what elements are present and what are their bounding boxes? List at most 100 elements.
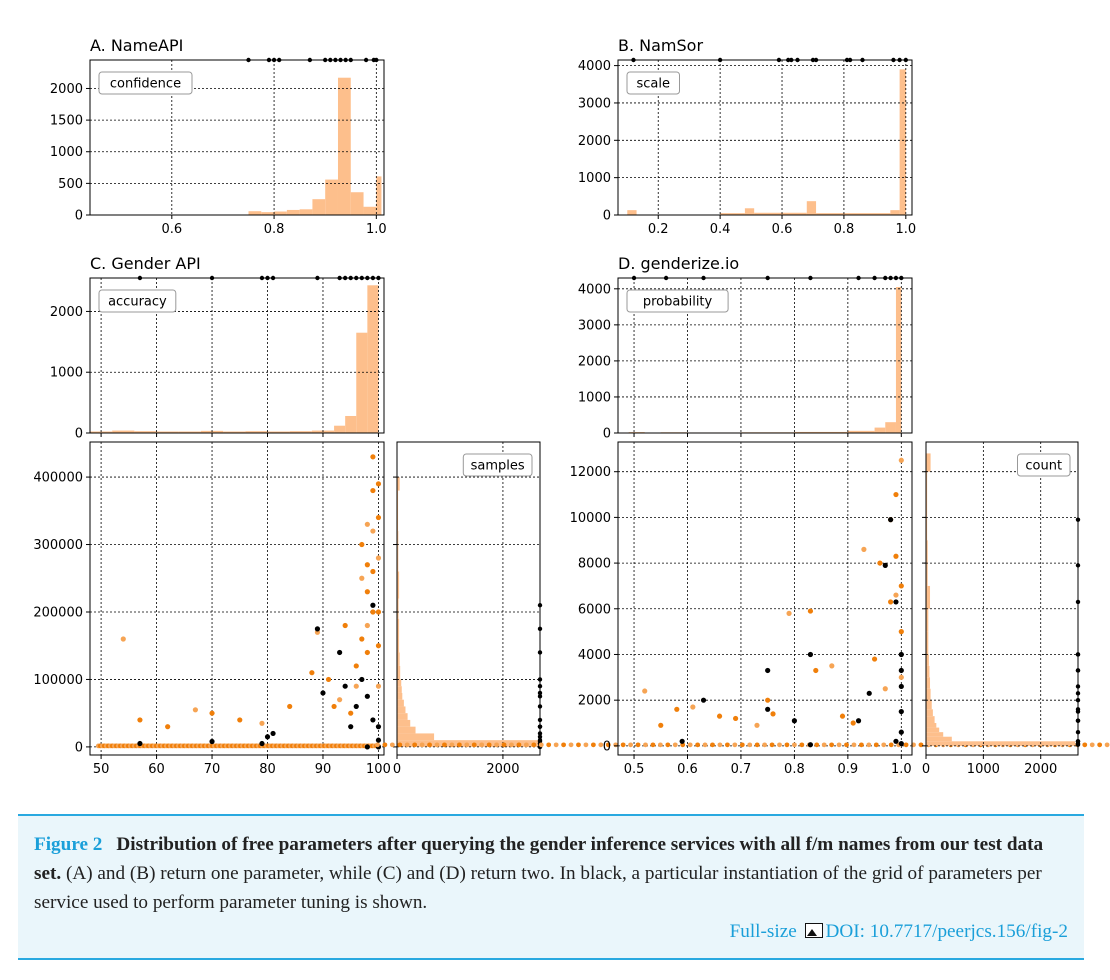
hist-bar: [885, 422, 896, 433]
doi-link[interactable]: DOI: 10.7717/peerjcs.156/fig-2: [825, 921, 1068, 942]
hist-bar: [397, 531, 399, 572]
hist-bar: [334, 425, 346, 433]
y-tick-label: 2000: [578, 354, 611, 369]
hist-bar: [744, 208, 755, 215]
scatter-point: [893, 491, 899, 498]
scatter-point: [888, 599, 894, 605]
scatter-point: [786, 610, 792, 616]
hist-bar: [376, 176, 382, 215]
y-tick-label: 0: [75, 740, 83, 755]
y-tick-label: 10000: [570, 511, 611, 526]
scatter-point: [807, 608, 814, 614]
grid-point: [789, 57, 794, 63]
legend-label: scale: [637, 77, 671, 92]
x-tick-label: 0.6: [772, 222, 793, 237]
hist-bar: [289, 431, 312, 433]
hist-bar: [397, 490, 399, 532]
scatter-point: [464, 742, 470, 748]
scatter-point: [397, 742, 403, 748]
grid-point: [888, 517, 894, 523]
scatter-point: [739, 742, 745, 748]
y-tick-label: 0: [603, 739, 611, 754]
hist-bar: [926, 608, 929, 632]
grid-point: [337, 649, 343, 656]
axes-frame: [89, 59, 385, 216]
grid-point: [364, 744, 370, 750]
hist-bar: [926, 709, 933, 717]
grid-point: [337, 275, 342, 281]
scatter-point: [861, 546, 867, 552]
grid-point: [891, 57, 896, 63]
grid-point: [717, 57, 723, 63]
hist-bar: [363, 206, 377, 215]
scatter-point: [375, 555, 382, 561]
grid-point: [898, 683, 904, 690]
grid-point: [765, 706, 771, 712]
hist-bar: [926, 665, 930, 678]
hist-bar: [926, 471, 928, 495]
grid-point: [370, 717, 376, 723]
grid-point: [631, 275, 637, 281]
scatter-point: [882, 686, 888, 692]
grid-point: [537, 694, 543, 699]
scatter-point: [531, 742, 537, 748]
scatter-point: [893, 592, 899, 598]
full-size-link[interactable]: Full-size: [729, 921, 797, 942]
hist-bar: [397, 686, 402, 693]
scatter-point: [375, 683, 382, 689]
grid-point: [354, 275, 359, 281]
grid-point: [359, 676, 365, 683]
y-tick-label: 300000: [33, 538, 83, 553]
legend-box: [1017, 453, 1071, 477]
axes-frame: [617, 441, 913, 756]
y-tick-label: 0: [75, 427, 83, 442]
scatter-point: [903, 742, 909, 748]
legend-box: [98, 289, 177, 313]
x-tick-label: 1.0: [895, 222, 916, 237]
grid-point: [266, 57, 272, 63]
grid-point: [1075, 599, 1081, 605]
hist-bar: [397, 477, 400, 491]
grid-point: [342, 275, 348, 281]
scatter-point: [792, 742, 797, 748]
scatter-point: [370, 568, 376, 575]
scatter-point: [137, 717, 143, 723]
axes-frame: [617, 59, 913, 216]
axes-frame: [925, 441, 1079, 756]
grid-point: [883, 275, 888, 281]
legend-label: confidence: [110, 77, 181, 92]
hist-bar: [926, 631, 929, 655]
scatter-point: [494, 742, 499, 748]
scatter-point: [770, 711, 776, 717]
hist-bar: [261, 212, 275, 215]
hist-bar: [245, 431, 268, 433]
scatter-point: [359, 636, 365, 642]
scatter-point: [716, 713, 723, 719]
scatter-point: [813, 667, 819, 674]
legend-box: [98, 71, 193, 95]
grid-point: [537, 737, 543, 743]
grid-point: [765, 667, 771, 674]
scatter-point: [898, 674, 904, 680]
grid-point: [264, 734, 271, 740]
grid-point: [810, 57, 816, 63]
hist-bar: [397, 706, 406, 714]
x-tick-label: 0.4: [710, 222, 731, 237]
grid-point: [374, 57, 379, 63]
scatter-point: [287, 703, 293, 710]
hist-bar: [397, 719, 411, 727]
scatter-point: [375, 514, 382, 521]
scatter-point: [419, 742, 425, 748]
hist-bar: [325, 179, 338, 215]
scatter-point: [325, 676, 332, 683]
hist-bar: [754, 212, 807, 215]
x-tick-label: 0.8: [834, 222, 855, 237]
scatter-point: [434, 742, 440, 748]
scatter-point: [331, 703, 337, 710]
y-tick-label: 200000: [33, 605, 83, 620]
x-tick-label: 0: [922, 762, 930, 777]
grid-point: [866, 690, 872, 696]
grid-point: [537, 677, 543, 682]
hist-bar: [90, 431, 113, 433]
scatter-point: [747, 742, 753, 748]
